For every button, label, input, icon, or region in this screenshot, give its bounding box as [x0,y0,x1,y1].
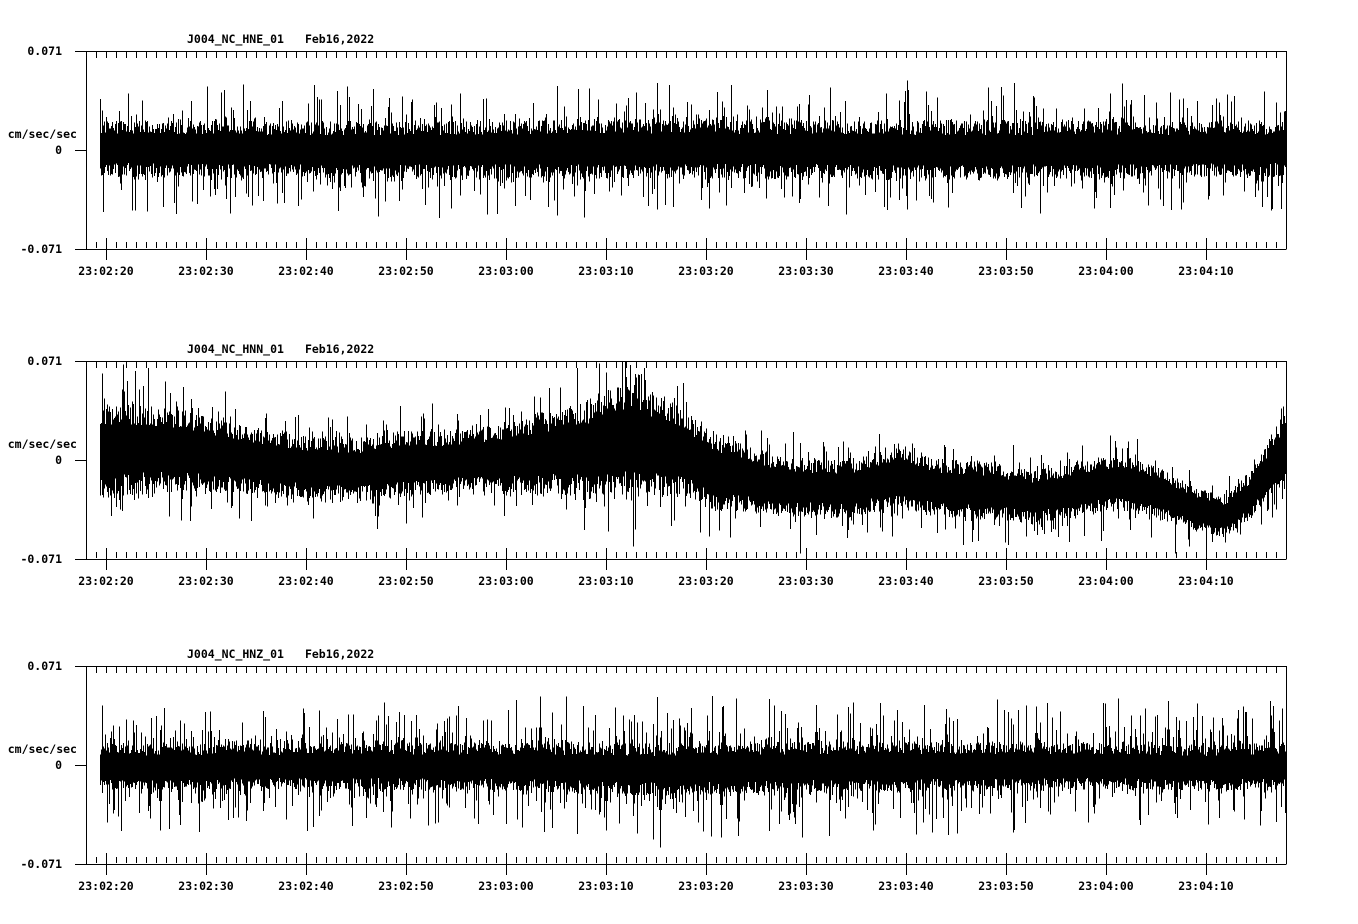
y-tick-label-zero: 0 [55,143,62,157]
axis-ticks [96,362,1277,570]
axes-box [75,666,1287,865]
x-axis-tick-label: 23:04:10 [1178,574,1234,588]
x-axis-tick-label: 23:03:40 [878,264,934,278]
y-tick-label-max: 0.071 [27,659,62,673]
x-axis-tick-label: 23:03:20 [678,574,734,588]
trace-id: J004_NC_HNE_01 [187,32,284,46]
axes-box [75,51,1287,250]
seismogram-trace-hne [100,80,1287,218]
trace-date: Feb16,2022 [304,647,375,661]
y-tick-label-max: 0.071 [27,354,62,368]
y-axis-units: cm/sec/sec [7,127,77,141]
trace-date: Feb16,2022 [304,32,375,46]
y-tick-label-zero: 0 [55,453,62,467]
x-axis-tick-label: 23:03:30 [778,574,834,588]
x-axis-tick-label: 23:03:10 [578,574,634,588]
x-axis-tick-label: 23:03:20 [678,264,734,278]
x-axis-tick-label: 23:02:30 [178,879,234,893]
x-axis-tick-label: 23:03:50 [978,879,1034,893]
trace-title: J004_NC_HNE_01 Feb16,2022 [187,32,374,46]
x-axis-tick-label: 23:03:20 [678,879,734,893]
axis-ticks [96,667,1277,875]
x-axis-tick-label: 23:02:50 [378,879,434,893]
x-axis-tick-label: 23:02:50 [378,574,434,588]
x-axis-tick-label: 23:02:20 [78,879,134,893]
trace-title: J004_NC_HNZ_01 Feb16,2022 [187,647,374,661]
y-tick-label-min: -0.071 [20,242,62,256]
x-axis-tick-label: 23:04:10 [1178,264,1234,278]
trace-id: J004_NC_HNZ_01 [187,647,284,661]
x-axis-tick-label: 23:02:30 [178,574,234,588]
x-axis-tick-label: 23:02:50 [378,264,434,278]
x-axis-tick-label: 23:03:00 [478,264,534,278]
x-axis-tick-label: 23:02:40 [278,879,334,893]
y-tick-label-max: 0.071 [27,44,62,58]
x-axis-tick-label: 23:03:00 [478,879,534,893]
x-axis-tick-label: 23:03:40 [878,879,934,893]
x-axis-tick-label: 23:03:50 [978,574,1034,588]
y-tick-label-min: -0.071 [20,552,62,566]
x-axis-tick-label: 23:02:30 [178,264,234,278]
x-axis-tick-label: 23:02:40 [278,574,334,588]
x-axis-tick-label: 23:02:40 [278,264,334,278]
x-axis-tick-label: 23:02:20 [78,574,134,588]
x-axis-tick-label: 23:03:10 [578,264,634,278]
x-axis-tick-label: 23:03:50 [978,264,1034,278]
x-axis-tick-label: 23:03:10 [578,879,634,893]
x-axis-tick-label: 23:04:10 [1178,879,1234,893]
y-axis-units: cm/sec/sec [7,742,77,756]
seismogram-trace-hnz [100,696,1287,848]
y-axis-units: cm/sec/sec [7,437,77,451]
axes-box [75,361,1287,560]
y-tick-label-min: -0.071 [20,857,62,871]
x-axis-tick-label: 23:04:00 [1078,879,1134,893]
x-axis-tick-label: 23:03:30 [778,879,834,893]
trace-title: J004_NC_HNN_01 Feb16,2022 [187,342,374,356]
x-axis-tick-label: 23:04:00 [1078,574,1134,588]
y-tick-label-zero: 0 [55,758,62,772]
x-axis-tick-label: 23:03:30 [778,264,834,278]
x-axis-tick-label: 23:02:20 [78,264,134,278]
x-axis-tick-label: 23:04:00 [1078,264,1134,278]
x-axis-tick-label: 23:03:00 [478,574,534,588]
seismogram-trace-hnn [100,362,1287,555]
axis-ticks [96,52,1277,260]
trace-id: J004_NC_HNN_01 [187,342,284,356]
trace-date: Feb16,2022 [304,342,375,356]
x-axis-tick-label: 23:03:40 [878,574,934,588]
